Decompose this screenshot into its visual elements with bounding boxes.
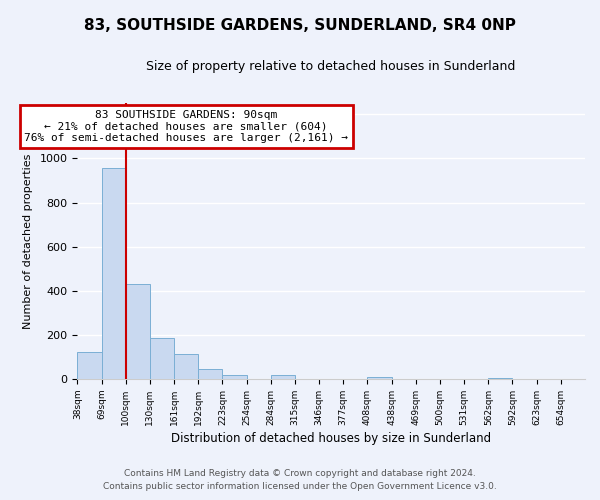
Text: 83 SOUTHSIDE GARDENS: 90sqm
← 21% of detached houses are smaller (604)
76% of se: 83 SOUTHSIDE GARDENS: 90sqm ← 21% of det… [24,110,348,143]
Bar [174,354,198,379]
Bar [198,368,223,379]
Text: 83, SOUTHSIDE GARDENS, SUNDERLAND, SR4 0NP: 83, SOUTHSIDE GARDENS, SUNDERLAND, SR4 0… [84,18,516,32]
Text: Contains HM Land Registry data © Crown copyright and database right 2024.
Contai: Contains HM Land Registry data © Crown c… [103,470,497,491]
Bar [367,377,392,379]
Bar [150,338,174,379]
Y-axis label: Number of detached properties: Number of detached properties [23,154,32,329]
Bar [77,352,101,379]
X-axis label: Distribution of detached houses by size in Sunderland: Distribution of detached houses by size … [171,432,491,445]
Bar [271,375,295,379]
Bar [488,378,512,379]
Title: Size of property relative to detached houses in Sunderland: Size of property relative to detached ho… [146,60,516,73]
Bar [126,284,150,379]
Bar [223,374,247,379]
Bar [101,168,126,379]
